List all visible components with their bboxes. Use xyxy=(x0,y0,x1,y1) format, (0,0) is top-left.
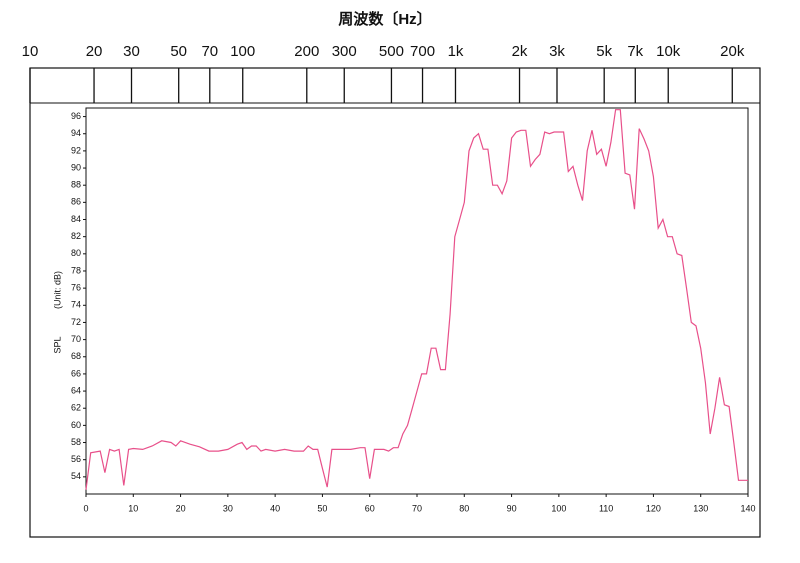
y-tick-label: 68 xyxy=(71,351,81,361)
y-tick-label: 96 xyxy=(71,111,81,121)
freq-tick-label: 50 xyxy=(170,43,187,60)
y-tick-label: 90 xyxy=(71,162,81,172)
x-tick-label: 30 xyxy=(223,503,233,513)
y-tick-label: 54 xyxy=(71,471,81,481)
freq-tick-label: 30 xyxy=(123,43,140,60)
y-tick-label: 76 xyxy=(71,283,81,293)
y-tick-label: 86 xyxy=(71,197,81,207)
y-axis-label: SPL xyxy=(52,336,62,353)
y-tick-label: 92 xyxy=(71,145,81,155)
y-tick-label: 66 xyxy=(71,368,81,378)
y-tick-label: 62 xyxy=(71,403,81,413)
chart-title: 周波数〔Hz〕 xyxy=(338,10,431,28)
freq-tick-label: 5k xyxy=(596,43,612,60)
freq-tick-label: 100 xyxy=(230,43,255,60)
x-tick-label: 0 xyxy=(83,503,88,513)
y-tick-label: 88 xyxy=(71,180,81,190)
freq-tick-label: 3k xyxy=(549,43,565,60)
freq-tick-label: 300 xyxy=(332,43,357,60)
y-tick-label: 74 xyxy=(71,300,81,310)
y-tick-label: 78 xyxy=(71,265,81,275)
y-tick-label: 80 xyxy=(71,248,81,258)
freq-tick-label: 7k xyxy=(627,43,643,60)
y-tick-label: 70 xyxy=(71,334,81,344)
y-tick-label: 94 xyxy=(71,128,81,138)
freq-tick-label: 2k xyxy=(512,43,528,60)
spl-line xyxy=(85,109,748,490)
x-tick-label: 100 xyxy=(551,503,566,513)
outer-frame xyxy=(29,67,761,538)
x-tick-label: 50 xyxy=(317,503,327,513)
y-tick-label: 56 xyxy=(71,454,81,464)
y-tick-label: 72 xyxy=(71,317,81,327)
x-tick-label: 80 xyxy=(459,503,469,513)
x-tick-label: 70 xyxy=(412,503,422,513)
y-tick-label: 84 xyxy=(71,214,81,224)
y-tick-label: 60 xyxy=(71,420,81,430)
x-tick-label: 130 xyxy=(693,503,708,513)
x-tick-label: 40 xyxy=(270,503,280,513)
x-tick-label: 90 xyxy=(507,503,517,513)
freq-tick-label: 10k xyxy=(656,43,681,60)
x-tick-label: 20 xyxy=(176,503,186,513)
freq-tick-label: 200 xyxy=(294,43,319,60)
y-axis-unit: (Unit: dB) xyxy=(52,271,62,309)
freq-tick-label: 20 xyxy=(86,43,103,60)
freq-tick-label: 10 xyxy=(22,43,39,60)
x-tick-label: 110 xyxy=(599,503,613,513)
y-tick-label: 58 xyxy=(71,437,81,447)
y-tick-label: 82 xyxy=(71,231,81,241)
x-tick-label: 60 xyxy=(365,503,375,513)
x-tick-label: 10 xyxy=(128,503,138,513)
y-tick-label: 64 xyxy=(71,385,81,395)
freq-tick-label: 20k xyxy=(720,43,745,60)
x-tick-label: 120 xyxy=(646,503,661,513)
freq-tick-label: 700 xyxy=(410,43,435,60)
freq-tick-label: 500 xyxy=(379,43,404,60)
x-tick-label: 140 xyxy=(740,503,755,513)
freq-tick-label: 70 xyxy=(201,43,218,60)
freq-tick-label: 1k xyxy=(448,43,464,60)
